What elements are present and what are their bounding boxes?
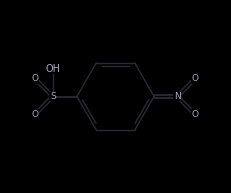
Text: O: O [191,110,198,119]
Text: O: O [32,74,39,83]
Text: OH: OH [45,63,60,74]
Text: O: O [191,74,198,83]
Text: N: N [174,92,181,101]
Text: O: O [32,110,39,119]
Text: S: S [50,92,56,101]
